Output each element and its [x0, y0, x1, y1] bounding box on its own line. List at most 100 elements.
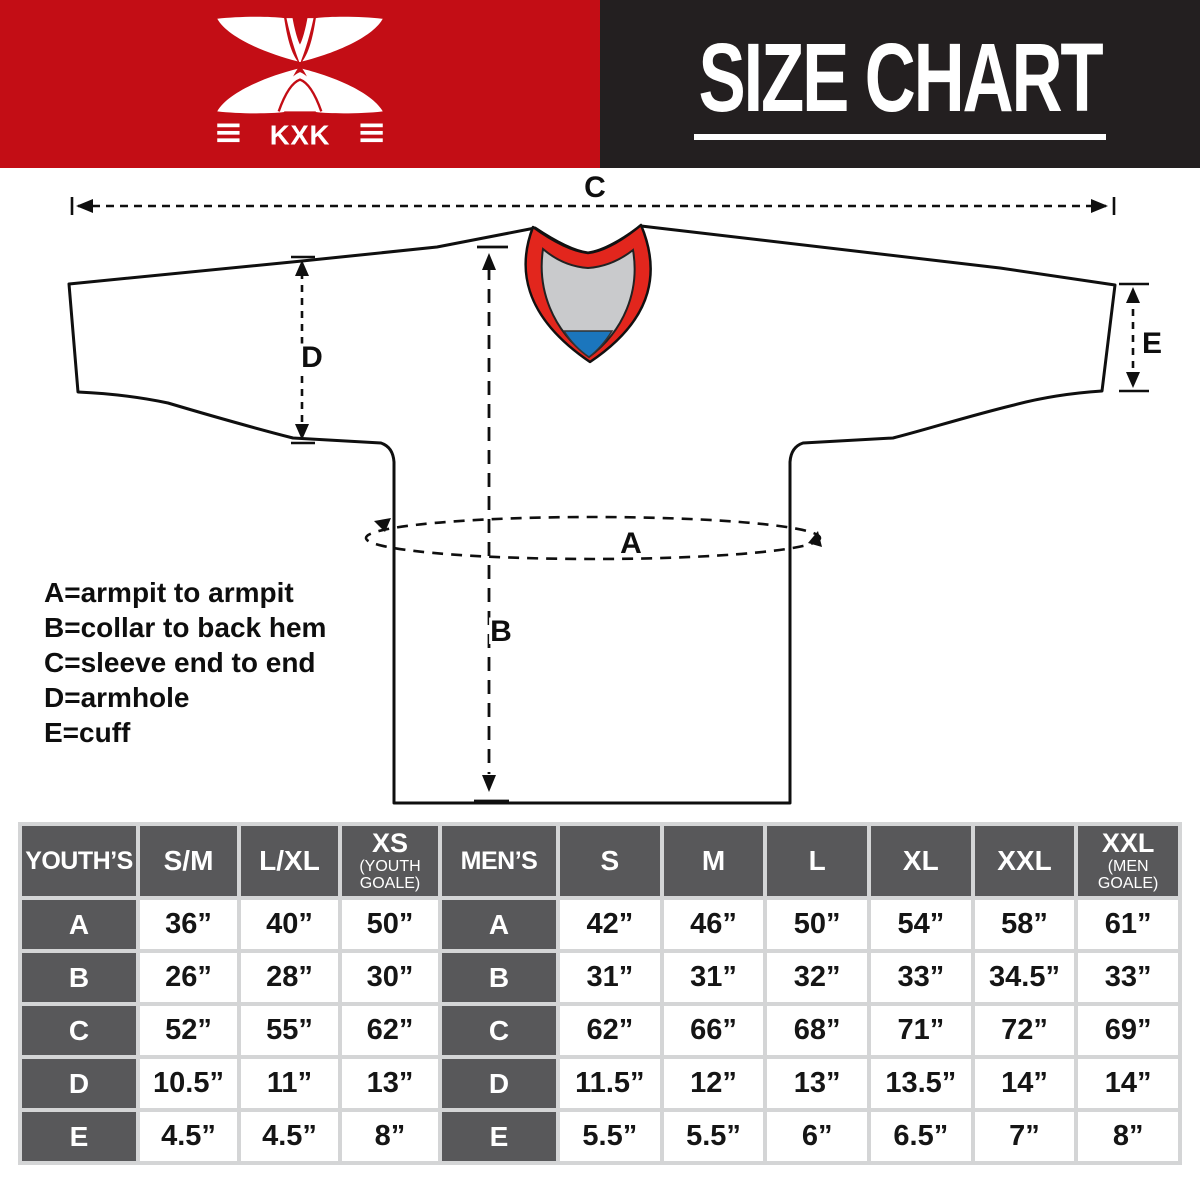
men-d-xl: 13.5”	[870, 1059, 971, 1108]
men-a-s: 42”	[560, 900, 660, 949]
men-e-xxl-goalie: 8”	[1078, 1112, 1178, 1161]
measure-b	[474, 245, 509, 803]
legend-line-b: B=collar to back hem	[44, 612, 326, 643]
men-e-xxl: 7”	[974, 1112, 1075, 1161]
col-header-sub: (MEN GOALE)	[1097, 857, 1159, 893]
youth-c-xs: 62”	[342, 1006, 438, 1055]
row-label-youth-e: E	[22, 1112, 136, 1161]
row-label-men-e: E	[442, 1112, 556, 1161]
men-c-m: 66”	[663, 1006, 764, 1055]
legend-line-d: D=armhole	[44, 682, 190, 713]
men-a-xl: 54”	[870, 900, 971, 949]
jersey-measurement-diagram: C D B E A A=armpit to armpit B=collar to…	[44, 168, 1165, 805]
men-b-xxl-goalie: 33”	[1078, 953, 1178, 1002]
men-d-xxl: 14”	[974, 1059, 1075, 1108]
logo-center-arch-inner	[277, 78, 323, 112]
row-label-men-a: A	[442, 900, 556, 949]
men-b-m: 31”	[663, 953, 764, 1002]
youth-a-sm: 36”	[140, 900, 237, 949]
measure-d	[291, 255, 315, 445]
logo-bars-right	[360, 123, 383, 143]
measure-e-arrow-up	[1126, 287, 1140, 303]
col-header-men-xl: XL	[870, 826, 971, 896]
men-b-xl: 33”	[870, 953, 971, 1002]
youth-b-sm: 26”	[140, 953, 237, 1002]
youth-a-lxl: 40”	[241, 900, 338, 949]
men-e-l: 6”	[767, 1112, 867, 1161]
measure-label-c: C	[584, 171, 606, 204]
logo-bars-left	[217, 123, 240, 143]
col-header-sub: (YOUTH GOALE)	[359, 857, 421, 893]
table-header-mens: MEN’S	[442, 826, 556, 896]
collar-blue-insert	[562, 330, 614, 358]
col-header-youth-xs-goalie: XS (YOUTH GOALE)	[342, 826, 438, 896]
brand-banner: KXK	[0, 0, 600, 168]
col-header-men-m: M	[663, 826, 764, 896]
size-table: YOUTH’S S/M L/XL XS (YOUTH GOALE) MEN’S …	[18, 822, 1182, 1165]
logo-wing-top-left	[217, 16, 298, 62]
measure-e	[1119, 282, 1149, 393]
page-title: SIZE CHART	[698, 22, 1104, 132]
col-header-youth-lxl: L/XL	[241, 826, 338, 896]
men-a-l: 50”	[767, 900, 867, 949]
measure-a-ellipse	[364, 515, 822, 561]
legend-line-c: C=sleeve end to end	[44, 647, 316, 678]
measure-d-arrow-up	[295, 260, 309, 276]
col-header-main: XXL	[1101, 828, 1155, 859]
measure-label-a: A	[620, 527, 642, 560]
youth-e-lxl: 4.5”	[241, 1112, 338, 1161]
row-label-youth-c: C	[22, 1006, 136, 1055]
page-header: KXK SIZE CHART	[0, 0, 1200, 168]
row-label-youth-d: D	[22, 1059, 136, 1108]
youth-e-sm: 4.5”	[140, 1112, 237, 1161]
youth-b-xs: 30”	[342, 953, 438, 1002]
measure-label-d: D	[301, 341, 323, 374]
men-d-l: 13”	[767, 1059, 867, 1108]
logo-wing-top-right	[302, 16, 383, 62]
col-header-men-s: S	[560, 826, 660, 896]
title-underline	[694, 133, 1106, 140]
men-c-l: 68”	[767, 1006, 867, 1055]
title-banner: SIZE CHART	[600, 0, 1200, 168]
col-header-youth-sm: S/M	[140, 826, 237, 896]
youth-c-lxl: 55”	[241, 1006, 338, 1055]
collar-inner-gray	[540, 247, 636, 359]
col-header-men-xxl: XXL	[974, 826, 1075, 896]
men-e-xl: 6.5”	[870, 1112, 971, 1161]
row-label-men-c: C	[442, 1006, 556, 1055]
table-header-youths: YOUTH’S	[22, 826, 136, 896]
logo-center-arch	[272, 72, 328, 112]
measurement-legend: A=armpit to armpit B=collar to back hem …	[44, 577, 326, 748]
men-a-m: 46”	[663, 900, 764, 949]
measure-label-b: B	[490, 615, 512, 648]
measure-a-arrow-right	[808, 531, 822, 547]
logo-brand-text: KXK	[270, 119, 330, 150]
measure-e-arrow-down	[1126, 372, 1140, 388]
col-header-men-l: L	[767, 826, 867, 896]
youth-d-sm: 10.5”	[140, 1059, 237, 1108]
men-c-xxl-goalie: 69”	[1078, 1006, 1178, 1055]
row-label-men-b: B	[442, 953, 556, 1002]
youth-a-xs: 50”	[342, 900, 438, 949]
measure-b-arrow-down	[482, 775, 496, 792]
men-b-s: 31”	[560, 953, 660, 1002]
men-c-xxl: 72”	[974, 1006, 1075, 1055]
measure-c-arrow-right	[1091, 199, 1108, 213]
legend-line-a: A=armpit to armpit	[44, 577, 294, 608]
men-c-xl: 71”	[870, 1006, 971, 1055]
col-header-men-xxl-goalie: XXL (MEN GOALE)	[1078, 826, 1178, 896]
men-b-xxl: 34.5”	[974, 953, 1075, 1002]
men-a-xxl: 58”	[974, 900, 1075, 949]
youth-e-xs: 8”	[342, 1112, 438, 1161]
kxk-logo: KXK	[217, 16, 383, 150]
men-d-m: 12”	[663, 1059, 764, 1108]
men-d-s: 11.5”	[560, 1059, 660, 1108]
row-label-men-d: D	[442, 1059, 556, 1108]
row-label-youth-b: B	[22, 953, 136, 1002]
men-d-xxl-goalie: 14”	[1078, 1059, 1178, 1108]
measure-c-arrow-left	[76, 199, 93, 213]
youth-c-sm: 52”	[140, 1006, 237, 1055]
measure-label-e: E	[1142, 327, 1162, 360]
measure-d-arrow-down	[295, 424, 309, 440]
logo-center-v	[286, 18, 314, 63]
